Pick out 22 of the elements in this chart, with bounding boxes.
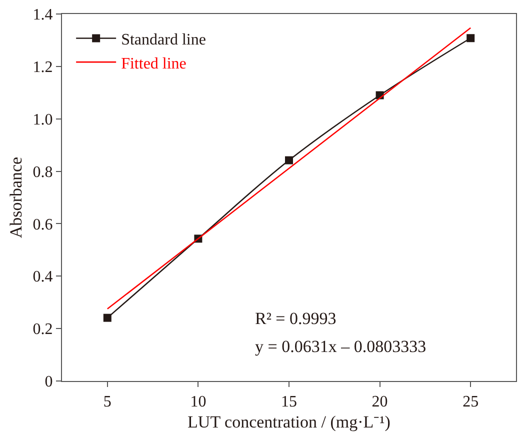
legend-label: Fitted line bbox=[121, 55, 186, 72]
x-axis-title: LUT concentration / (mg·L⁻¹) bbox=[188, 412, 390, 432]
y-tick-label: 1.0 bbox=[32, 111, 53, 128]
y-tick-label: 0.2 bbox=[32, 321, 53, 338]
y-tick-label: 0.4 bbox=[32, 268, 53, 286]
y-axis-title: Absorbance bbox=[6, 156, 26, 238]
x-tick-label: 15 bbox=[281, 393, 297, 410]
y-tick-label: 0 bbox=[44, 374, 53, 391]
point bbox=[466, 34, 475, 42]
x-tick-label: 10 bbox=[190, 393, 206, 410]
y-tick-label: 1.4 bbox=[32, 6, 53, 24]
y-tick-label: 0.8 bbox=[32, 164, 53, 181]
y-tick-label: 0.6 bbox=[32, 216, 53, 234]
annotation: R² = 0.9993 bbox=[255, 309, 336, 328]
x-tick-label: 25 bbox=[462, 393, 479, 410]
x-tick-label: 20 bbox=[372, 393, 388, 410]
annotation: y = 0.0631x – 0.0803333 bbox=[255, 337, 426, 356]
x-tick-label: 5 bbox=[103, 393, 112, 410]
point bbox=[103, 314, 112, 322]
legend-label: Standard line bbox=[121, 31, 206, 48]
point bbox=[285, 156, 293, 164]
y-tick-label: 1.2 bbox=[32, 59, 53, 76]
